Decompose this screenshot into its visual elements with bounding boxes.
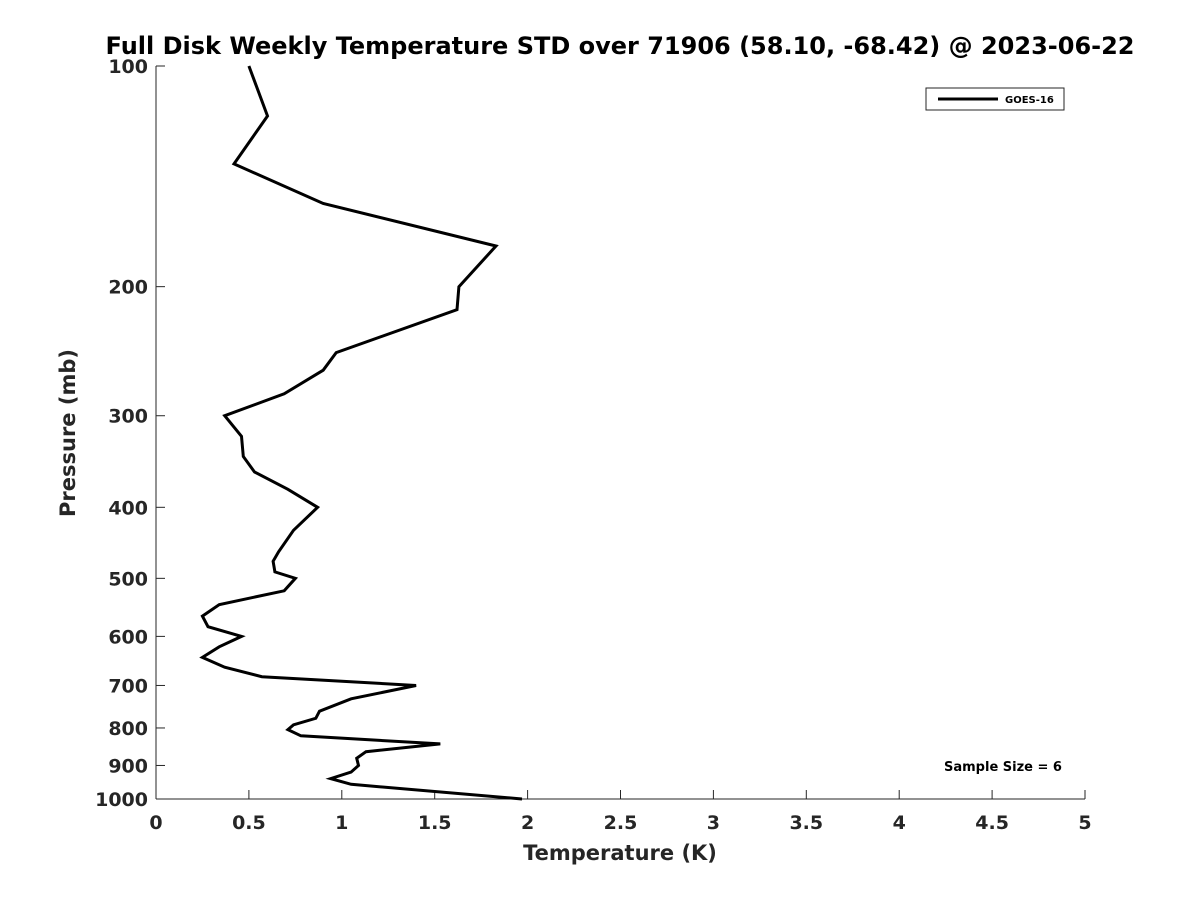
x-axis-label: Temperature (K) (523, 841, 717, 865)
y-tick-label: 700 (108, 675, 148, 697)
axes-background (156, 66, 1085, 799)
series-layer (199, 65, 523, 801)
y-tick-label: 300 (108, 406, 148, 428)
x-tick-label: 4.5 (975, 812, 1009, 834)
y-tick-label: 800 (108, 718, 148, 740)
legend-entry-goes-16: GOES-16 (1005, 95, 1054, 106)
y-tick-label: 500 (108, 568, 148, 590)
x-tick-label: 0 (149, 812, 162, 834)
x-tick-label: 4 (893, 812, 906, 834)
x-tick-label: 3 (707, 812, 720, 834)
y-tick-label: 1000 (95, 789, 148, 811)
y-tick-label: 400 (108, 497, 148, 519)
plot-area: 0 0.5 1 1.5 2 2.5 3 3.5 4 4.5 5 100 200 300 400 500 600… (95, 56, 1092, 834)
y-ticks: 100 200 300 400 500 600 700 800 900 1000 (95, 56, 165, 811)
y-tick-label: 900 (108, 755, 148, 777)
x-tick-label: 2.5 (604, 812, 638, 834)
x-tick-label: 0.5 (232, 812, 266, 834)
series-line-goes-16 (199, 65, 523, 801)
y-tick-label: 200 (108, 277, 148, 299)
x-tick-label: 2 (521, 812, 534, 834)
y-tick-label: 600 (108, 626, 148, 648)
x-tick-label: 5 (1078, 812, 1091, 834)
x-tick-label: 1 (335, 812, 348, 834)
y-tick-label: 100 (108, 56, 148, 78)
y-axis-label: Pressure (mb) (56, 349, 80, 517)
x-ticks: 0 0.5 1 1.5 2 2.5 3 3.5 4 4.5 5 (149, 790, 1092, 834)
chart-title: Full Disk Weekly Temperature STD over 71… (106, 32, 1135, 60)
x-tick-label: 1.5 (418, 812, 452, 834)
sample-size-annotation: Sample Size = 6 (944, 760, 1062, 775)
legend: GOES-16 (925, 87, 1065, 111)
x-tick-label: 3.5 (789, 812, 823, 834)
